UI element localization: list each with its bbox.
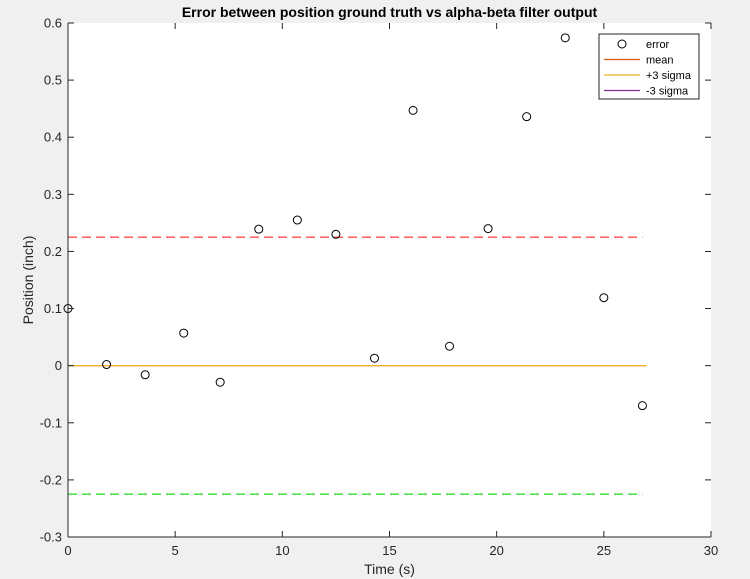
plot-area (68, 23, 711, 537)
reference-lines (68, 236, 647, 495)
x-tick-label: 25 (597, 543, 611, 558)
error-points (63, 33, 647, 411)
x-tick-label: 15 (382, 543, 396, 558)
y-ticks: -0.3 -0.2 -0.1 0 0.1 0.2 0.3 0.4 0.5 0.6 (40, 16, 711, 545)
error-point (369, 353, 379, 363)
error-point (215, 377, 225, 387)
legend-label: error (646, 39, 670, 51)
legend-box (598, 33, 700, 100)
y-tick-label: 0.1 (44, 301, 62, 316)
y-tick-label: -0.2 (40, 472, 62, 487)
y-tick-label: 0 (55, 358, 62, 373)
error-point (292, 215, 302, 225)
y-tick-label: 0.6 (44, 16, 62, 31)
x-tick-label: 20 (489, 543, 503, 558)
error-point (140, 370, 150, 380)
error-point (637, 401, 647, 411)
y-axis-label: Position (inch) (20, 236, 36, 325)
error-point (102, 360, 112, 370)
y-tick-label: -0.3 (40, 530, 62, 545)
error-point (179, 328, 189, 338)
y-tick-label: 0.2 (44, 244, 62, 259)
x-tick-label: 5 (172, 543, 179, 558)
error-point (408, 105, 418, 115)
error-point (331, 229, 341, 239)
legend-marker-circle (617, 39, 627, 49)
error-point (445, 341, 455, 351)
x-tick-label: 30 (704, 543, 718, 558)
error-point (483, 224, 493, 234)
legend-label: -3 sigma (646, 86, 689, 98)
error-point (522, 112, 532, 122)
x-tick-label: 0 (64, 543, 71, 558)
x-axis-label: Time (s) (364, 561, 415, 577)
x-tick-label: 10 (275, 543, 289, 558)
legend: error mean +3 sigma -3 sigma (598, 33, 700, 100)
y-tick-label: -0.1 (40, 415, 62, 430)
error-point (599, 293, 609, 303)
axes: 0 5 10 15 20 25 30 -0.3 -0.2 -0.1 0 0.1 0.2 0.3 0.4 0.… (40, 16, 719, 559)
x-ticks: 0 5 10 15 20 25 30 (64, 23, 718, 558)
legend-label: mean (646, 55, 674, 67)
y-tick-label: 0.5 (44, 73, 62, 88)
legend-label: +3 sigma (646, 70, 692, 82)
error-point (560, 33, 570, 43)
error-point (254, 224, 264, 234)
chart-title: Error between position ground truth vs a… (182, 4, 598, 20)
y-tick-label: 0.3 (44, 187, 62, 202)
y-tick-label: 0.4 (44, 130, 62, 145)
